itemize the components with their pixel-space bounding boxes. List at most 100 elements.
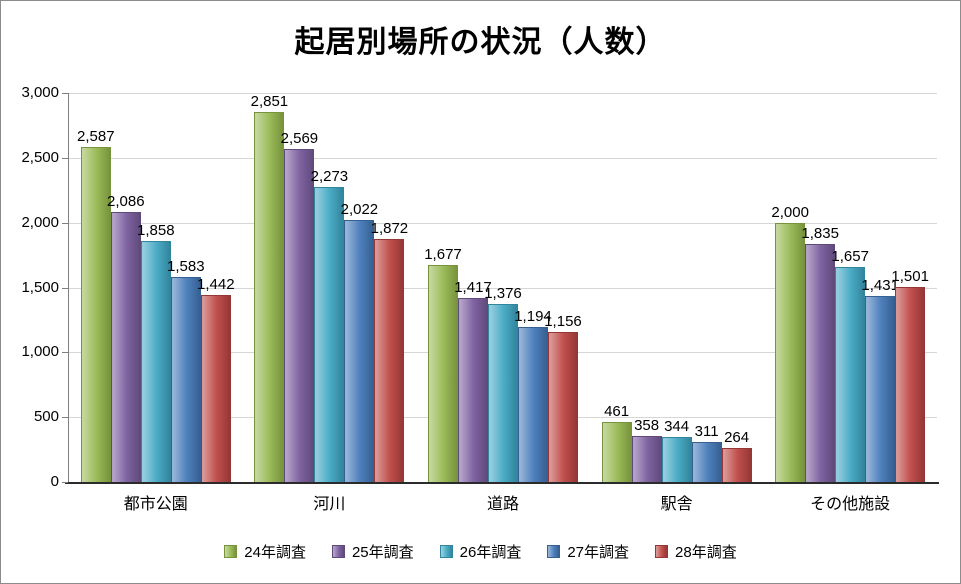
bar: 1,194	[514, 308, 552, 482]
y-axis-tick	[62, 223, 68, 224]
bar: 461	[601, 403, 632, 482]
bar: 1,376	[484, 285, 522, 482]
y-axis-tick	[62, 158, 68, 159]
bar-value-label: 1,583	[167, 258, 205, 275]
y-axis-line	[68, 93, 69, 483]
legend-swatch	[224, 545, 238, 558]
bar: 1,431	[861, 277, 899, 482]
gridline	[69, 158, 937, 159]
bar-value-label: 264	[724, 429, 750, 446]
legend-label: 28年調査	[675, 544, 737, 561]
bar-group: 2,587 2,086 1,858 1,583 1,442	[69, 93, 243, 482]
gridline	[69, 288, 937, 289]
y-tick-label: 1,000	[21, 343, 59, 360]
bar-group: 2,000 1,835 1,657 1,431 1,501	[763, 93, 937, 482]
category-label: 都市公園	[123, 496, 188, 513]
bar: 1,442	[197, 276, 235, 482]
legend-label: 24年調査	[244, 544, 306, 561]
bar-value-label: 1,501	[891, 268, 929, 285]
bar-value-label: 2,000	[771, 204, 809, 221]
gridline	[69, 93, 937, 94]
bar: 311	[691, 423, 722, 482]
x-axis-labels: 都市公園 河川 道路 駅舎 その他施設	[69, 490, 937, 514]
x-axis-line	[65, 482, 939, 484]
bar-value-label: 2,273	[310, 168, 349, 185]
category-label: 道路	[486, 496, 519, 513]
bar: 2,000	[771, 204, 809, 482]
bar-value-label: 1,194	[514, 308, 552, 325]
bar: 358	[631, 417, 662, 482]
bar-value-label: 1,417	[454, 279, 492, 296]
y-tick-label: 2,000	[21, 214, 59, 231]
y-tick-label: 2,500	[21, 149, 59, 166]
bar-value-label: 1,677	[424, 246, 462, 263]
bar-value-label: 344	[664, 418, 690, 435]
bar: 1,501	[891, 268, 929, 482]
bar: 1,583	[167, 258, 205, 482]
bar-group: 461 358 344 311 264	[590, 93, 764, 482]
legend-label: 25年調査	[351, 544, 414, 561]
bar-value-label: 2,022	[340, 201, 379, 218]
y-tick-label: 3,000	[21, 84, 59, 101]
category-label: 河川	[313, 496, 346, 513]
legend-item: 26年調査	[439, 541, 522, 562]
bar: 2,569	[281, 130, 318, 482]
plot-area: 2,587 2,086 1,858 1,583 1,442 2,851 2,569 2,273…	[69, 93, 937, 482]
bar-value-label: 1,657	[831, 248, 869, 265]
y-axis-tick	[62, 482, 68, 483]
bar: 1,677	[424, 246, 462, 482]
bar-value-label: 461	[604, 403, 630, 420]
legend: 24年調査 25年調査 26年調査 27年調査 28年調査	[1, 541, 960, 562]
bar-value-label: 1,858	[137, 222, 175, 239]
bar: 1,657	[831, 248, 869, 482]
y-tick-label: 1,500	[21, 279, 59, 296]
bar: 344	[661, 418, 692, 482]
category-label: 駅舎	[660, 496, 693, 513]
bar: 2,086	[107, 193, 145, 482]
bar-value-label: 1,872	[370, 220, 409, 237]
legend-item: 25年調査	[331, 541, 414, 562]
y-axis-tick	[62, 417, 68, 418]
legend-swatch	[331, 545, 345, 558]
bar: 1,417	[454, 279, 492, 482]
bar: 2,273	[311, 168, 348, 482]
bar-value-label: 1,156	[544, 313, 582, 330]
chart-title: 起居別場所の状況（人数）	[294, 26, 667, 59]
bar-value-label: 2,851	[250, 93, 289, 110]
y-axis-tick	[62, 288, 68, 289]
bar-value-label: 1,376	[484, 285, 522, 302]
bar-value-label: 2,086	[107, 193, 145, 210]
bar-value-label: 2,569	[280, 130, 319, 147]
legend-swatch	[655, 545, 669, 558]
category-label: その他施設	[810, 496, 891, 513]
bar-value-label: 358	[634, 417, 660, 434]
y-tick-label: 500	[33, 408, 59, 425]
bar: 2,851	[251, 93, 288, 482]
bar: 2,022	[341, 201, 378, 482]
bar: 1,858	[137, 222, 175, 482]
bar: 2,587	[77, 128, 115, 482]
bar-value-label: 1,442	[197, 276, 235, 293]
bar-group: 1,677 1,417 1,376 1,194 1,156	[416, 93, 590, 482]
legend-swatch	[547, 545, 561, 558]
legend-item: 27年調査	[547, 541, 629, 562]
bar-value-label: 311	[694, 423, 719, 440]
legend-label: 27年調査	[567, 544, 630, 561]
legend-item: 28年調査	[655, 541, 737, 562]
y-axis-tick	[62, 93, 68, 94]
bar: 1,835	[801, 225, 839, 482]
legend-label: 26年調査	[459, 544, 522, 561]
bar-value-label: 1,431	[861, 277, 899, 294]
y-tick-label: 0	[50, 473, 59, 490]
legend-swatch	[439, 545, 453, 558]
bar: 1,872	[371, 220, 408, 482]
bar-value-label: 2,587	[77, 128, 115, 145]
bar-group: 2,851 2,569 2,273 2,022 1,872	[243, 93, 417, 482]
bar: 1,156	[544, 313, 582, 482]
gridline	[69, 223, 937, 224]
bar: 264	[721, 429, 752, 482]
bar-value-label: 1,835	[801, 225, 839, 242]
legend-item: 24年調査	[224, 541, 306, 562]
y-axis-tick	[62, 352, 68, 353]
